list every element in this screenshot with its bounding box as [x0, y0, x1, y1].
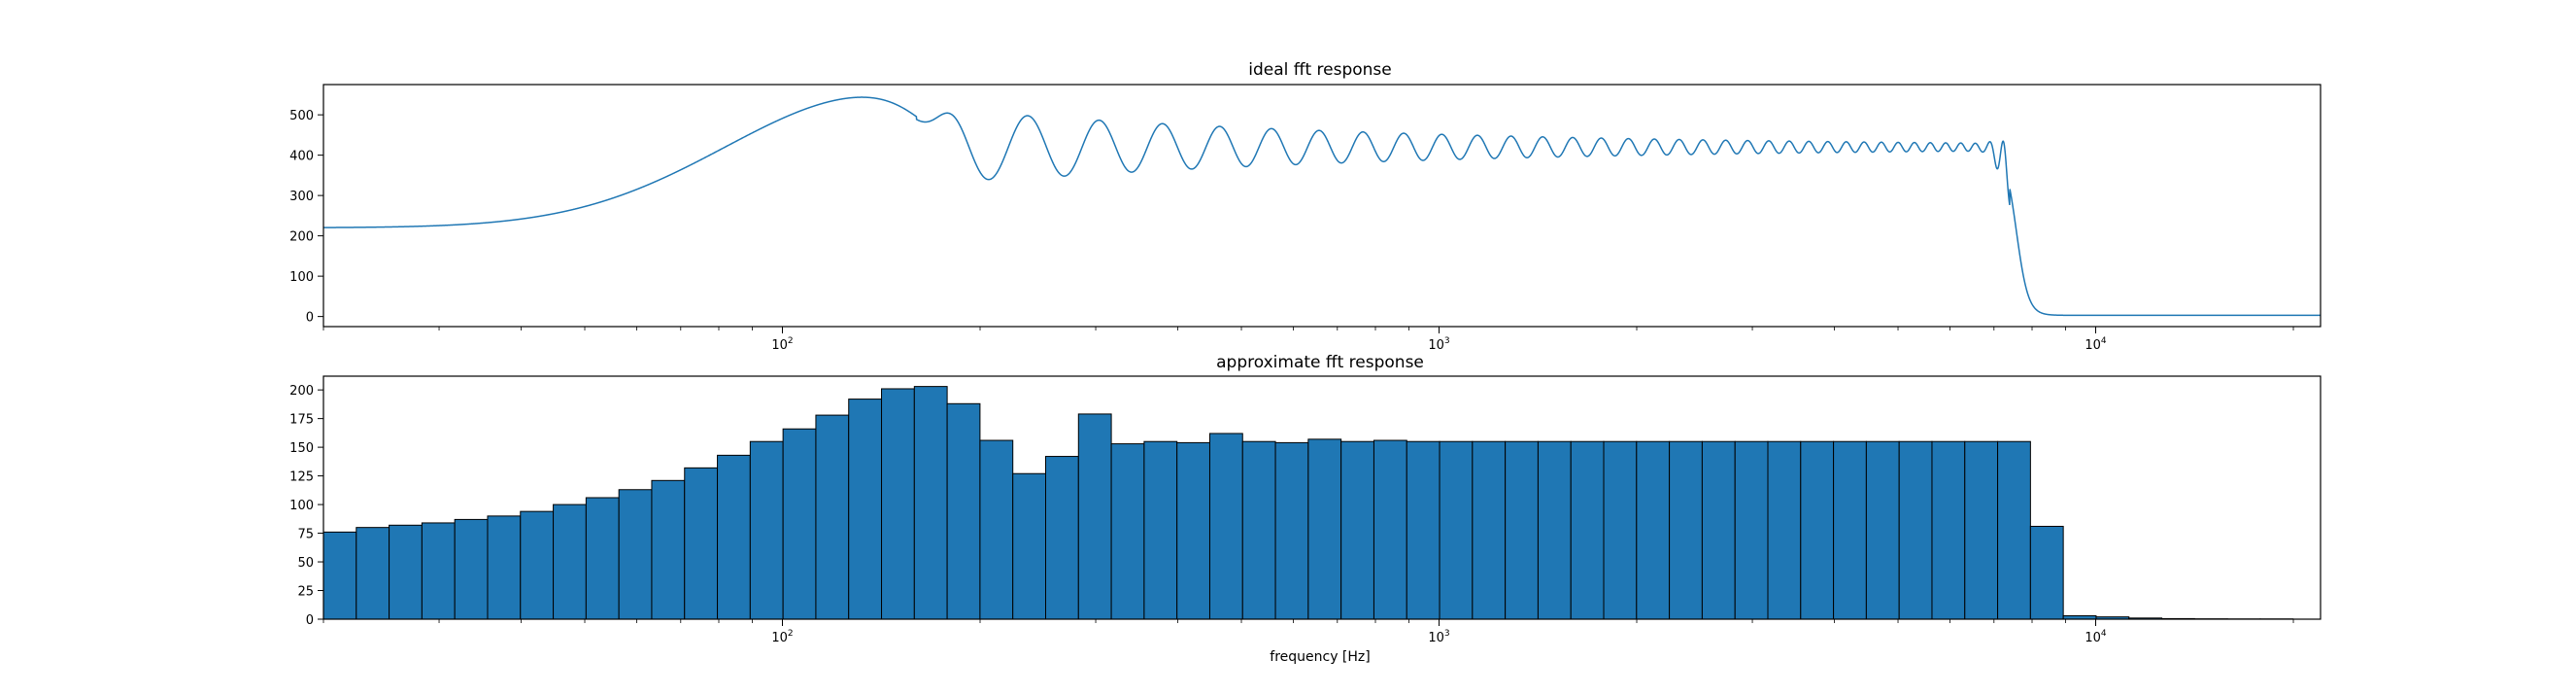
y-tick-label: 0 [306, 311, 314, 326]
histogram-bar [1439, 440, 1474, 620]
y-tick-label: 400 [289, 150, 314, 164]
histogram-bar [1570, 440, 1605, 620]
y-tick-label: 500 [289, 109, 314, 123]
histogram-bar [815, 414, 850, 620]
approx-fft-frame [322, 375, 2322, 620]
histogram-bar [1734, 440, 1769, 620]
histogram-bar [1373, 439, 1407, 620]
histogram-bar [1997, 440, 2031, 620]
y-tick-label: 125 [289, 470, 314, 485]
ideal-fft-y-axis: 0 100 200 300 400 500 [289, 109, 323, 326]
ideal-fft-frame [322, 84, 2322, 328]
approx-fft-subplot: approximate fft response 0 25 50 75 100 125 15… [289, 353, 2322, 665]
histogram-bar [1767, 440, 1802, 620]
histogram-bar [1307, 438, 1342, 620]
histogram-bar [322, 531, 357, 620]
histogram-bar [1406, 440, 1441, 620]
y-tick-label: 200 [289, 230, 314, 245]
histogram-bar [1472, 440, 1507, 620]
histogram-bar [684, 467, 719, 620]
histogram-bar [1636, 440, 1671, 620]
y-tick-label: 175 [289, 413, 314, 428]
histogram-bar [356, 527, 390, 620]
histogram-bar [389, 524, 423, 620]
y-tick-label: 300 [289, 190, 314, 204]
y-tick-label: 75 [297, 528, 314, 542]
histogram-bar [1800, 440, 1835, 620]
histogram-bar [1143, 440, 1178, 620]
histogram-bar [946, 402, 981, 620]
x-axis-label: frequency [Hz] [1270, 649, 1370, 665]
histogram-bar [1603, 440, 1638, 620]
histogram-bar [1045, 456, 1079, 620]
histogram-bar [1012, 472, 1046, 620]
approx-fft-x-axis: 102 103 104 [322, 619, 2294, 645]
y-tick-label: 50 [297, 556, 314, 571]
histogram-bar [1176, 441, 1210, 620]
histogram-bar [913, 386, 948, 620]
histogram-bar [520, 510, 555, 620]
histogram-bar [881, 388, 915, 620]
histogram-bar [1537, 440, 1572, 620]
histogram-bar [1340, 440, 1374, 620]
histogram-bar [1241, 440, 1276, 620]
histogram-bar [1669, 440, 1703, 620]
histogram-bar [1274, 441, 1309, 620]
histogram-bar [1110, 443, 1145, 620]
approx-fft-title: approximate fft response [1216, 353, 1424, 372]
histogram-bar [1931, 440, 1966, 620]
x-tick-label: 102 [771, 336, 793, 353]
histogram-bar [454, 518, 489, 620]
ideal-fft-title: ideal fft response [1248, 60, 1392, 80]
histogram-bar [782, 428, 817, 620]
histogram-bar [1964, 440, 1999, 620]
histogram-bar [1505, 440, 1539, 620]
x-tick-label: 103 [1428, 629, 1449, 645]
histogram-bar [553, 504, 587, 620]
histogram-bar [2029, 525, 2064, 620]
histogram-bar [651, 479, 686, 620]
ideal-fft-series-line [323, 96, 2321, 317]
y-tick-label: 100 [289, 270, 314, 285]
x-tick-label: 103 [1428, 336, 1449, 353]
ideal-fft-plot-area [323, 96, 2321, 317]
x-tick-label: 104 [2085, 629, 2107, 645]
histogram-bar [1865, 440, 1900, 620]
histogram-bar [618, 489, 653, 620]
approx-fft-y-axis: 0 25 50 75 100 125 150 175 200 [289, 384, 323, 628]
y-tick-label: 25 [297, 585, 314, 600]
approx-fft-plot-area [322, 386, 2294, 620]
histogram-bar [487, 515, 522, 620]
histogram-bar [848, 399, 883, 620]
histogram-bar [1701, 440, 1736, 620]
histogram-bar [1898, 440, 1933, 620]
histogram-bar [585, 497, 620, 620]
y-tick-label: 100 [289, 499, 314, 513]
y-tick-label: 200 [289, 384, 314, 399]
y-tick-label: 150 [289, 441, 314, 456]
histogram-bar [749, 440, 784, 620]
histogram-bar [717, 454, 751, 620]
y-tick-label: 0 [306, 613, 314, 628]
x-tick-label: 104 [2085, 336, 2107, 353]
ideal-fft-x-axis: 102 103 104 [322, 327, 2294, 353]
x-tick-label: 102 [771, 629, 793, 645]
histogram-bar [1833, 440, 1867, 620]
histogram-bar [979, 439, 1014, 620]
histogram-bar [1077, 413, 1112, 620]
histogram-bar [421, 522, 456, 620]
histogram-bar [1208, 433, 1243, 620]
